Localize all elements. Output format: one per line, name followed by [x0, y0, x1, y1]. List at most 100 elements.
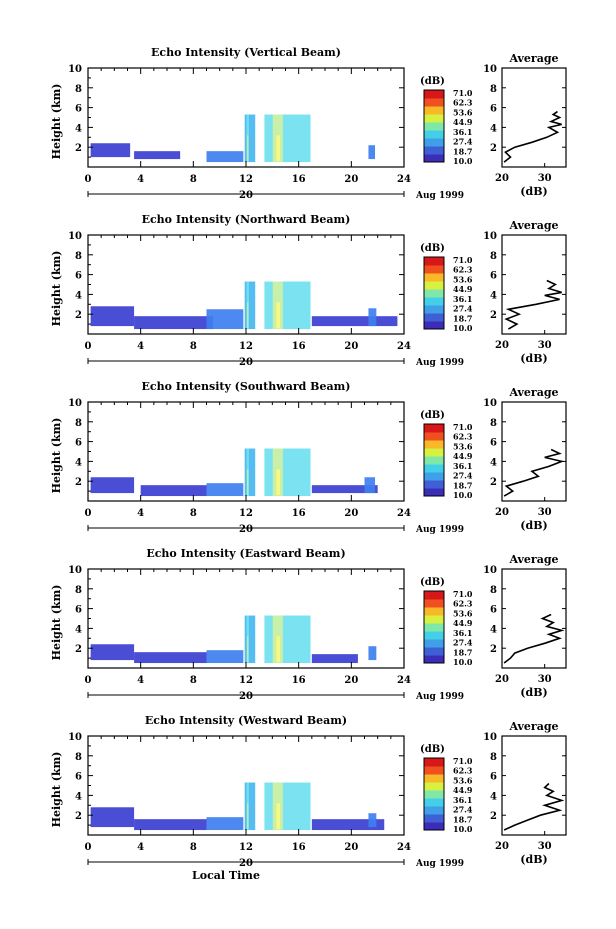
- echo-region: [134, 316, 214, 330]
- colorbar-segment: [424, 464, 444, 473]
- colorbar-tick-label: 18.7: [453, 814, 472, 824]
- echo-region: [368, 646, 377, 661]
- colorbar-segment: [424, 631, 444, 640]
- colorbar-segment: [424, 154, 444, 163]
- colorbar-frame: [423, 89, 445, 163]
- x-tick-label: 4: [137, 508, 144, 519]
- colorbar-segment: [424, 655, 444, 664]
- date-label: Aug 1999: [415, 692, 464, 702]
- panel-title: Echo Intensity (Southward Beam): [142, 380, 351, 393]
- x-tick-label: 8: [190, 341, 197, 352]
- colorbar-segment: [424, 440, 444, 449]
- x-tick-label: 4: [137, 675, 144, 686]
- echo-region: [368, 145, 376, 160]
- colorbar-segment: [424, 289, 444, 298]
- x-tick-label: 12: [239, 341, 253, 352]
- panel-title: Echo Intensity (Northward Beam): [142, 213, 351, 226]
- colorbar-tick-label: 71.0: [453, 88, 473, 98]
- colorbar-segment: [424, 265, 444, 274]
- x-tick-label: 16: [292, 508, 306, 519]
- echo-peak: [247, 636, 249, 663]
- colorbar-segment: [424, 98, 444, 107]
- y-axis-label: Height (km): [50, 251, 63, 327]
- day-label: 20: [239, 858, 253, 869]
- x-tick-label: 24: [397, 174, 411, 185]
- average-y-tick-label: 2: [490, 644, 497, 655]
- average-frame: [501, 568, 567, 669]
- day-label: 20: [239, 190, 253, 201]
- date-label: Aug 1999: [415, 525, 464, 535]
- x-tick-label: 8: [190, 508, 197, 519]
- echo-region: [134, 151, 181, 160]
- y-axis-label: Height (km): [50, 418, 63, 494]
- echo-region: [206, 650, 244, 664]
- colorbar-tick-label: 71.0: [453, 756, 473, 766]
- average-x-label: (dB): [520, 352, 547, 365]
- colorbar-segment: [424, 313, 444, 322]
- colorbar-segment: [424, 424, 444, 433]
- colorbar-tick-label: 53.6: [453, 274, 473, 284]
- echo-peak: [276, 469, 281, 496]
- average-y-tick-label: 6: [490, 605, 497, 616]
- echo-region: [311, 485, 378, 494]
- average-x-label: (dB): [520, 185, 547, 198]
- colorbar-segment: [424, 122, 444, 131]
- colorbar-segment: [424, 106, 444, 115]
- y-tick-label: 8: [75, 752, 82, 763]
- average-title: Average: [508, 553, 558, 566]
- echo-peak: [276, 636, 281, 663]
- echo-region: [311, 316, 398, 327]
- colorbar-tick-label: 27.4: [453, 304, 473, 314]
- x-tick-label: 0: [85, 675, 92, 686]
- colorbar-frame: [423, 590, 445, 664]
- colorbar-segment: [424, 321, 444, 330]
- colorbar-tick-label: 36.1: [453, 294, 472, 304]
- average-x-tick-label: 20: [495, 841, 509, 852]
- average-title: Average: [508, 720, 558, 733]
- x-tick-label: 0: [85, 508, 92, 519]
- colorbar-tick-label: 44.9: [453, 618, 473, 628]
- colorbar-tick-label: 36.1: [453, 461, 472, 471]
- x-tick-label: 12: [239, 675, 253, 686]
- y-tick-label: 4: [75, 290, 82, 301]
- y-tick-label: 4: [75, 624, 82, 635]
- x-tick-label: 8: [190, 842, 197, 853]
- x-tick-label: 0: [85, 341, 92, 352]
- average-frame: [501, 735, 567, 836]
- colorbar-segment: [424, 472, 444, 481]
- x-tick-label: 4: [137, 174, 144, 185]
- colorbar-tick-label: 71.0: [453, 422, 473, 432]
- y-tick-label: 8: [75, 251, 82, 262]
- colorbar-tick-label: 10.0: [453, 824, 473, 834]
- average-profile-line: [503, 448, 565, 497]
- colorbar-unit: (dB): [420, 76, 445, 87]
- colorbar-segment: [424, 782, 444, 791]
- echo-region: [264, 448, 311, 497]
- colorbar-tick-label: 27.4: [453, 638, 473, 648]
- date-label: Aug 1999: [415, 358, 464, 368]
- date-label: Aug 1999: [415, 859, 464, 869]
- colorbar-tick-label: 18.7: [453, 647, 472, 657]
- colorbar-segment: [424, 806, 444, 815]
- colorbar-segment: [424, 798, 444, 807]
- colorbar-tick-label: 62.3: [453, 98, 473, 108]
- colorbar-tick-label: 44.9: [453, 284, 473, 294]
- day-label: 20: [239, 691, 253, 702]
- average-profile-line: [504, 279, 562, 330]
- average-title: Average: [508, 386, 558, 399]
- colorbar-tick-label: 10.0: [453, 490, 473, 500]
- average-y-tick-label: 4: [490, 624, 497, 635]
- y-tick-label: 8: [75, 418, 82, 429]
- colorbar-tick-label: 62.3: [453, 265, 473, 275]
- y-tick-label: 6: [75, 605, 82, 616]
- colorbar-segment: [424, 146, 444, 155]
- x-tick-label: 0: [85, 174, 92, 185]
- average-y-tick-label: 8: [490, 752, 497, 763]
- y-tick-label: 2: [75, 143, 82, 154]
- colorbar-segment: [424, 257, 444, 266]
- panel-title: Echo Intensity (Westward Beam): [145, 714, 347, 727]
- colorbar-tick-label: 27.4: [453, 471, 473, 481]
- colorbar-segment: [424, 90, 444, 99]
- day-label: 20: [239, 524, 253, 535]
- average-y-tick-label: 6: [490, 271, 497, 282]
